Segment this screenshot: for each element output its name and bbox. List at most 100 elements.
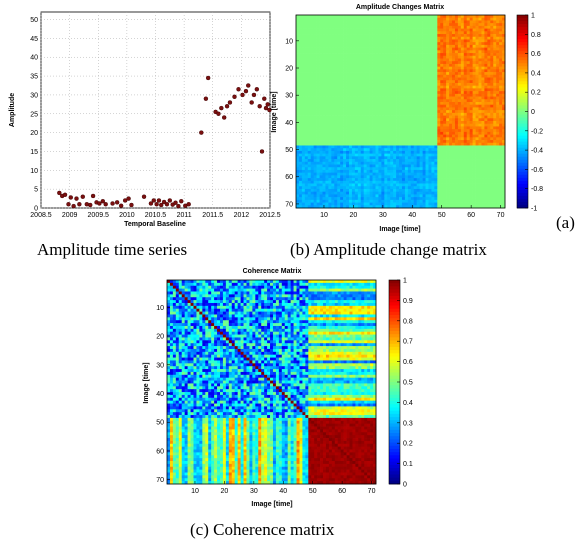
heatmap-cell	[434, 58, 438, 62]
heatmap-cell	[372, 129, 376, 133]
heatmap-cell	[399, 188, 403, 193]
heatmap-cell	[431, 53, 435, 57]
heatmap-cell	[401, 44, 406, 48]
heatmap-cell	[487, 137, 491, 141]
heatmap-cell	[346, 194, 350, 198]
heatmap-cell	[337, 20, 341, 24]
heatmap-cell	[422, 140, 426, 144]
heatmap-cell	[475, 183, 479, 187]
heatmap-cell	[407, 175, 412, 179]
heatmap-cell	[437, 77, 441, 81]
heatmap-cell	[407, 17, 412, 21]
heatmap-cell	[378, 39, 382, 43]
heatmap-cell	[425, 186, 429, 190]
heatmap-cell	[437, 169, 441, 174]
heatmap-cell	[431, 72, 435, 76]
heatmap-cell	[357, 82, 362, 87]
heatmap-cell	[437, 93, 441, 97]
heatmap-cell	[301, 82, 306, 87]
heatmap-cell	[481, 63, 485, 67]
heatmap-cell	[363, 53, 367, 57]
heatmap-cell	[298, 39, 303, 43]
heatmap-cell	[310, 123, 315, 127]
x-tick-label: 2010	[119, 212, 135, 219]
heatmap-cell	[340, 39, 344, 43]
heatmap-cell	[419, 164, 423, 168]
heatmap-cell	[331, 74, 335, 78]
heatmap-cell	[404, 161, 409, 165]
heatmap-cell	[472, 66, 476, 70]
heatmap-cell	[454, 183, 459, 187]
heatmap-cell	[446, 74, 450, 78]
heatmap-cell	[481, 20, 485, 24]
heatmap-cell	[407, 61, 412, 65]
heatmap-cell	[316, 34, 320, 38]
heatmap-cell	[472, 77, 476, 81]
heatmap-cell	[413, 20, 418, 24]
heatmap-cell	[346, 58, 350, 62]
heatmap-cell	[304, 150, 309, 154]
heatmap-cell	[360, 186, 365, 190]
heatmap-cell	[316, 186, 320, 190]
heatmap-cell	[481, 44, 485, 48]
heatmap-cell	[366, 197, 370, 201]
heatmap-cell	[493, 123, 497, 127]
data-point	[57, 190, 62, 196]
heatmap-cell	[328, 129, 332, 133]
heatmap-cell	[304, 145, 309, 149]
heatmap-cell	[354, 115, 359, 119]
heatmap-cell	[322, 17, 326, 21]
heatmap-cell	[496, 178, 500, 182]
heatmap-cell	[401, 93, 406, 97]
heatmap-cell	[310, 156, 315, 160]
heatmap-cell	[331, 28, 335, 32]
heatmap-cell	[490, 20, 494, 24]
heatmap-cell	[401, 123, 406, 127]
heatmap-cell	[481, 23, 485, 27]
y-tick-label: 25	[30, 111, 38, 118]
heatmap-cell	[334, 107, 338, 111]
heatmap-cell	[328, 42, 332, 46]
heatmap-cell	[469, 142, 473, 146]
heatmap-cell	[387, 194, 391, 198]
heatmap-cell	[369, 161, 373, 165]
heatmap-cell	[401, 199, 406, 203]
heatmap-cell	[472, 129, 476, 133]
heatmap-cell	[452, 93, 456, 97]
heatmap-cell	[487, 104, 491, 108]
heatmap-cell	[463, 82, 468, 87]
heatmap-cell	[325, 148, 329, 152]
heatmap-cell	[346, 183, 350, 187]
heatmap-cell	[346, 85, 350, 89]
heatmap-cell	[375, 50, 379, 54]
heatmap-cell	[404, 164, 409, 168]
heatmap-cell	[493, 58, 497, 62]
heatmap-cell	[322, 66, 326, 70]
heatmap-cell	[348, 107, 353, 111]
heatmap-cell	[422, 183, 426, 187]
heatmap-cell	[404, 101, 409, 106]
heatmap-cell	[443, 69, 447, 73]
heatmap-cell	[487, 15, 491, 19]
heatmap-cell	[334, 172, 338, 176]
heatmap-cell	[425, 118, 429, 122]
heatmap-cell	[319, 69, 323, 73]
heatmap-cell	[493, 118, 497, 122]
heatmap-cell	[428, 197, 432, 201]
heatmap-cell	[487, 66, 491, 70]
heatmap-cell	[351, 126, 356, 130]
heatmap-cell	[499, 91, 503, 95]
heatmap-cell	[413, 58, 418, 62]
heatmap-cell	[369, 77, 373, 81]
heatmap-cell	[316, 93, 320, 97]
heatmap-cell	[381, 167, 385, 171]
heatmap-cell	[443, 17, 447, 21]
heatmap-cell	[454, 69, 459, 73]
heatmap-cell	[366, 15, 370, 19]
heatmap-cell	[325, 199, 329, 203]
heatmap-cell	[325, 131, 329, 135]
heatmap-cell	[340, 188, 344, 193]
heatmap-cell	[493, 72, 497, 76]
heatmap-cell	[351, 153, 356, 157]
heatmap-cell	[463, 129, 468, 133]
